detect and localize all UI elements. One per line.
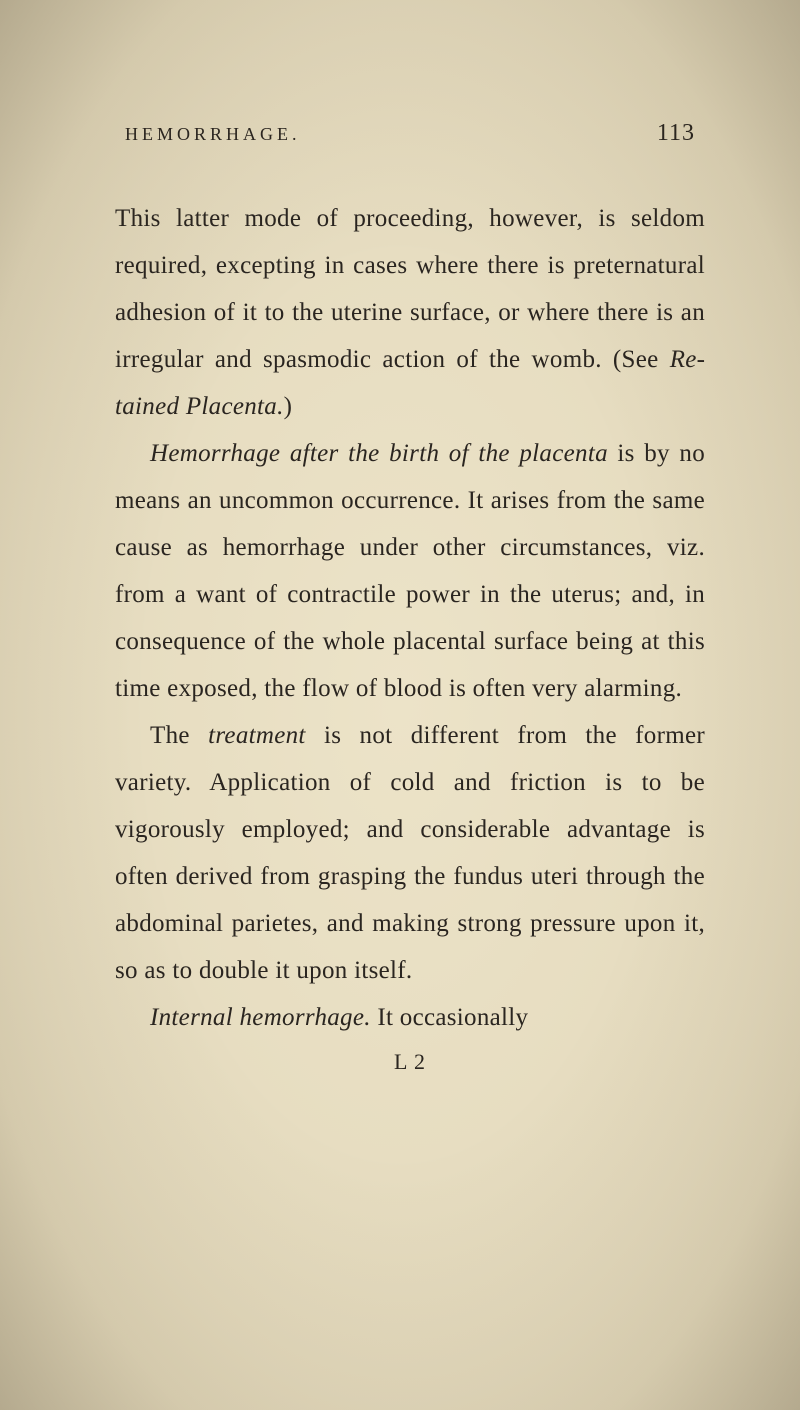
p1-text-before: This latter mode of proceeding, however,…	[115, 205, 705, 373]
body-text: This latter mode of proceeding, however,…	[115, 195, 705, 1041]
gathering-signature: L 2	[115, 1049, 705, 1075]
p1-text-after: )	[284, 393, 293, 420]
paragraph-4: Internal hemorrhage. It occasionally	[115, 994, 705, 1041]
p4-after: It occasionally	[371, 1004, 529, 1031]
paragraph-3: The treatment is not different from the …	[115, 712, 705, 994]
p2-rest: is by no means an uncommon occurrence. I…	[115, 440, 705, 702]
p4-italic: Internal hemorrhage.	[150, 1004, 371, 1031]
p3-before: The	[150, 722, 208, 749]
page-number: 113	[657, 120, 695, 147]
scanned-page: HEMORRHAGE. 113 This latter mode of proc…	[0, 0, 800, 1410]
p3-italic: treatment	[208, 722, 306, 749]
paragraph-2: Hemorrhage after the birth of the placen…	[115, 430, 705, 712]
p2-italic-lead: Hemorrhage after the birth of the placen…	[150, 440, 608, 467]
running-head: HEMORRHAGE.	[125, 124, 301, 145]
page-header: HEMORRHAGE. 113	[115, 120, 705, 147]
p3-after: is not different from the for­mer variet…	[115, 722, 705, 984]
paragraph-1: This latter mode of proceeding, however,…	[115, 195, 705, 430]
